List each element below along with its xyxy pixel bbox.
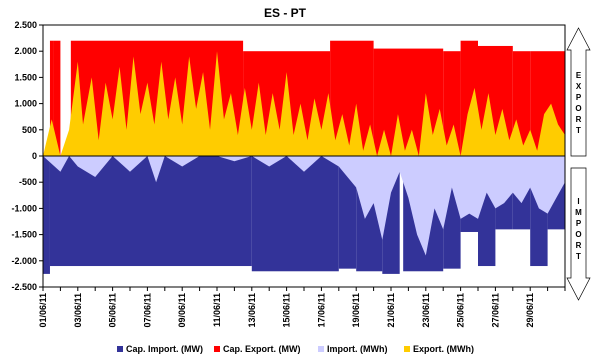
export-arrow — [566, 27, 591, 157]
series-layer — [43, 40, 565, 274]
legend-swatch-cap_import — [117, 346, 123, 352]
import-label-letter: O — [575, 230, 581, 239]
x-tick-label: 13/06/11 — [247, 293, 257, 328]
x-tick-label: 23/06/11 — [421, 293, 431, 328]
legend: Cap. Import. (MW) Cap. Export. (MW) Import… — [117, 344, 474, 354]
y-tick-label: -1.000 — [11, 203, 37, 213]
x-tick-label: 19/06/11 — [351, 293, 361, 328]
import-label-letter: M — [575, 208, 582, 217]
x-tick-label: 09/06/11 — [177, 293, 187, 328]
x-tick-label: 07/06/11 — [142, 293, 152, 328]
x-tick-label: 27/06/11 — [490, 293, 500, 328]
import-label-letter: R — [576, 241, 582, 250]
cap_import-segment — [251, 156, 339, 272]
y-tick-label: 0 — [32, 151, 37, 161]
legend-label-import: Import. (MWh) — [327, 344, 387, 354]
y-tick-label: -1.500 — [11, 230, 37, 240]
cap_import-segment — [338, 156, 357, 269]
axes-layer: 2.500 2.000 1.500 1.000 500 0 -500 -1.000 -1.500… — [11, 20, 566, 328]
cap_export-segment — [49, 40, 54, 156]
y-tick-label: 2.500 — [14, 20, 37, 30]
legend-label-cap_export: Cap. Export. (MW) — [223, 344, 301, 354]
x-tick-label: 01/06/11 — [38, 293, 48, 328]
y-tick-label: 500 — [22, 125, 37, 135]
import-label-letter: T — [576, 252, 581, 261]
x-tick-label: 21/06/11 — [386, 293, 396, 328]
export-label-letter: E — [576, 71, 582, 80]
y-tick-label: 2.000 — [14, 46, 37, 56]
y-tick-label: 1.000 — [14, 99, 37, 109]
legend-swatch-cap_export — [214, 346, 220, 352]
export-label-letter: O — [575, 104, 581, 113]
cap_export-segment — [53, 40, 61, 156]
cap_import-segment — [49, 156, 252, 267]
y-tick-label: 1.500 — [14, 72, 37, 82]
export-label-letter: R — [576, 115, 582, 124]
chart-title: ES - PT — [264, 6, 307, 20]
export-area — [43, 51, 565, 157]
legend-label-export: Export. (MWh) — [413, 344, 474, 354]
y-tick-label: -500 — [19, 177, 37, 187]
import-label-letter: P — [576, 219, 582, 228]
x-tick-label: 03/06/11 — [73, 293, 83, 328]
y-tick-label: -2.000 — [11, 256, 37, 266]
legend-label-cap_import: Cap. Import. (MW) — [126, 344, 203, 354]
import-arrow — [566, 167, 591, 301]
x-tick-label: 05/06/11 — [108, 293, 118, 328]
x-tick-label: 11/06/11 — [212, 293, 222, 327]
cap_import-segment — [43, 156, 50, 274]
x-tick-label: 17/06/11 — [316, 293, 326, 328]
x-tick-label: 29/06/11 — [525, 293, 535, 328]
import-area — [43, 156, 565, 256]
y-tick-label: -2.500 — [11, 282, 37, 292]
legend-swatch-import — [318, 346, 324, 352]
x-tick-label: 25/06/11 — [456, 293, 466, 328]
cap_export-segment — [443, 51, 461, 157]
legend-swatch-export — [404, 346, 410, 352]
import-label-letter: I — [577, 197, 579, 206]
x-tick-label: 15/06/11 — [282, 293, 292, 328]
export-label-letter: X — [576, 82, 582, 91]
export-label-letter: P — [576, 93, 582, 102]
export-label-letter: T — [576, 126, 581, 135]
